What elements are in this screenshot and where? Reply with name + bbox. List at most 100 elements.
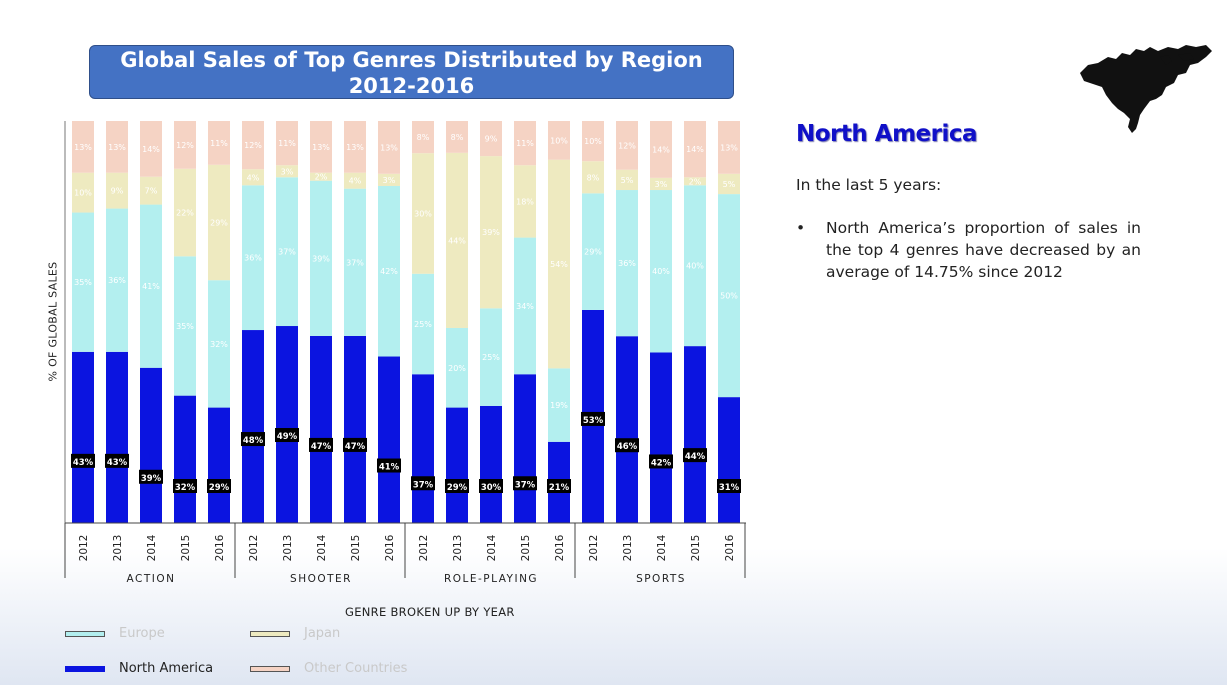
label-europe-5: 36%: [244, 254, 262, 263]
label-other-18: 14%: [686, 145, 704, 154]
bar-europe-10: [412, 273, 434, 375]
bar-north_america-1: [106, 351, 128, 523]
na-label-7: 47%: [311, 442, 332, 452]
bar-other-3: [174, 121, 196, 169]
bar-europe-5: [242, 185, 264, 331]
label-other-0: 13%: [74, 143, 92, 152]
group-label-2: ROLE-PLAYING: [444, 573, 538, 585]
tick-year-0: 2012: [78, 535, 90, 562]
legend-label-japan: Japan: [304, 626, 341, 641]
tick-year-3: 2015: [180, 535, 192, 562]
na-label-bg-18: [683, 448, 707, 463]
bar-europe-2: [140, 204, 162, 368]
bar-japan-17: [650, 177, 672, 191]
tick-year-18: 2015: [690, 535, 702, 562]
label-japan-11: 44%: [448, 236, 466, 245]
bullet-dot: •: [796, 219, 806, 237]
bar-europe-1: [106, 208, 128, 352]
label-europe-13: 34%: [516, 302, 534, 311]
na-label-bg-16: [615, 438, 639, 453]
label-other-8: 13%: [346, 143, 364, 152]
bar-japan-4: [208, 164, 230, 281]
tick-year-13: 2015: [520, 535, 532, 562]
label-europe-15: 29%: [584, 248, 602, 257]
group-label-0: ACTION: [127, 573, 176, 585]
bar-europe-12: [480, 308, 502, 406]
bar-other-5: [242, 121, 264, 170]
bar-north_america-19: [718, 397, 740, 523]
na-label-18: 44%: [685, 452, 706, 462]
bar-japan-5: [242, 169, 264, 186]
label-europe-8: 37%: [346, 258, 364, 267]
label-europe-11: 20%: [448, 364, 466, 373]
label-japan-7: 2%: [315, 173, 328, 182]
tick-year-12: 2014: [486, 534, 498, 561]
bar-europe-9: [378, 185, 400, 357]
legend-item-north-america: North America: [65, 661, 213, 676]
bar-other-4: [208, 121, 230, 165]
bar-japan-12: [480, 156, 502, 309]
tick-year-11: 2013: [452, 535, 464, 562]
na-label-17: 42%: [651, 458, 672, 468]
label-europe-14: 19%: [550, 401, 568, 410]
bar-europe-16: [616, 190, 638, 337]
bar-japan-8: [344, 172, 366, 189]
label-europe-2: 41%: [142, 282, 160, 291]
na-label-9: 41%: [379, 463, 400, 473]
bar-other-7: [310, 121, 332, 173]
bar-japan-15: [582, 161, 604, 194]
label-japan-2: 7%: [145, 187, 158, 196]
bar-europe-14: [548, 368, 570, 442]
bar-japan-1: [106, 172, 128, 209]
na-label-bg-1: [105, 453, 129, 468]
bar-other-12: [480, 121, 502, 157]
legend-item-other: Other Countries: [250, 661, 407, 676]
label-japan-16: 5%: [621, 176, 634, 185]
tick-year-5: 2012: [248, 535, 260, 562]
na-label-11: 29%: [447, 483, 468, 493]
tick-year-1: 2013: [112, 535, 124, 562]
bar-japan-7: [310, 172, 332, 181]
intro-text: In the last 5 years:: [796, 176, 942, 194]
bar-north_america-7: [310, 335, 332, 523]
bar-other-16: [616, 121, 638, 170]
label-other-5: 12%: [244, 141, 262, 150]
label-other-7: 13%: [312, 143, 330, 152]
bar-other-17: [650, 121, 672, 178]
tick-year-6: 2013: [282, 535, 294, 562]
label-other-3: 12%: [176, 141, 194, 150]
label-europe-17: 40%: [652, 267, 670, 276]
bar-north_america-3: [174, 395, 196, 523]
na-label-13: 37%: [515, 480, 536, 490]
na-label-4: 29%: [209, 483, 230, 493]
legend-label-north-america: North America: [119, 661, 214, 676]
tick-year-19: 2016: [724, 534, 736, 561]
na-label-bg-9: [377, 458, 401, 473]
bar-other-9: [378, 121, 400, 174]
bar-other-8: [344, 121, 366, 173]
bar-north_america-6: [276, 326, 298, 523]
na-label-15: 53%: [583, 416, 604, 426]
na-label-14: 21%: [549, 483, 570, 493]
bar-japan-10: [412, 153, 434, 274]
bar-europe-4: [208, 280, 230, 408]
bar-japan-14: [548, 159, 570, 369]
na-label-1: 43%: [107, 458, 128, 468]
na-label-bg-10: [411, 476, 435, 491]
bar-other-15: [582, 121, 604, 162]
bar-north_america-17: [650, 352, 672, 523]
label-japan-13: 18%: [516, 197, 534, 206]
na-label-bg-7: [309, 437, 333, 452]
bar-europe-19: [718, 194, 740, 398]
x-axis-title: GENRE BROKEN UP BY YEAR: [345, 605, 515, 619]
na-label-bg-0: [71, 453, 95, 468]
tick-year-2: 2014: [146, 534, 158, 561]
group-label-1: SHOOTER: [290, 573, 352, 585]
label-other-12: 9%: [485, 135, 498, 144]
bar-north_america-12: [480, 405, 502, 523]
na-label-12: 30%: [481, 483, 502, 493]
label-japan-9: 3%: [383, 176, 396, 185]
label-other-14: 10%: [550, 136, 568, 145]
bar-other-14: [548, 121, 570, 160]
